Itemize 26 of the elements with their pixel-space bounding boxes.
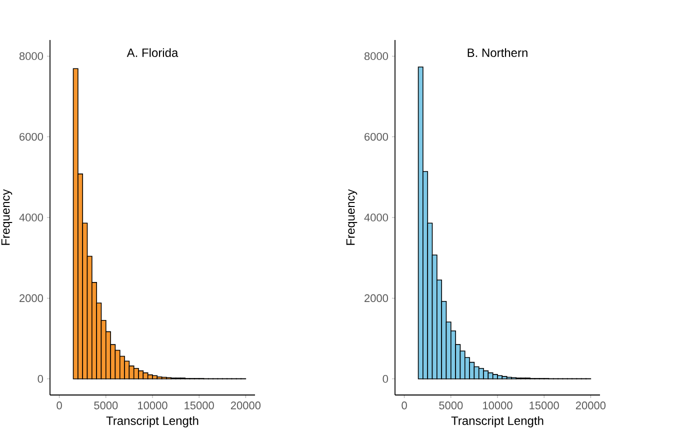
x-tick-label: 20000 [230,402,261,410]
x-tick-label: 10000 [138,402,168,410]
x-tick-label: 5000 [439,402,463,410]
y-tick-label: 8000 [19,52,44,60]
x-tick-label: 5000 [94,402,118,410]
text: A. Florida [126,48,178,57]
y-tick-label: 2000 [364,294,388,302]
x-tick-label: 15000 [184,402,214,410]
y-axis-title: Frequency [1,189,12,245]
text: B. Northern [468,48,528,57]
y-axis-title: Frequency [346,189,358,245]
y-tick-label: 6000 [20,132,44,141]
y-tick-label: 8000 [364,52,388,60]
x-tick-label: 0 [56,402,62,410]
y-tick-label: 4000 [19,214,44,222]
y-tick-label: 2000 [20,294,44,302]
y-tick-label: 6000 [364,132,388,141]
y-tick-label: 0 [38,374,44,383]
x-tick-label: 0 [402,402,407,410]
x-tick-label: 10000 [483,402,512,410]
x-tick-label: 20000 [576,402,606,410]
x-axis-title: Transcript Length [451,416,544,428]
y-tick-label: 0 [382,374,388,383]
y-tick-label: 4000 [364,214,388,222]
x-axis-title: Transcript Length [106,416,198,428]
x-tick-label: 15000 [530,402,559,410]
